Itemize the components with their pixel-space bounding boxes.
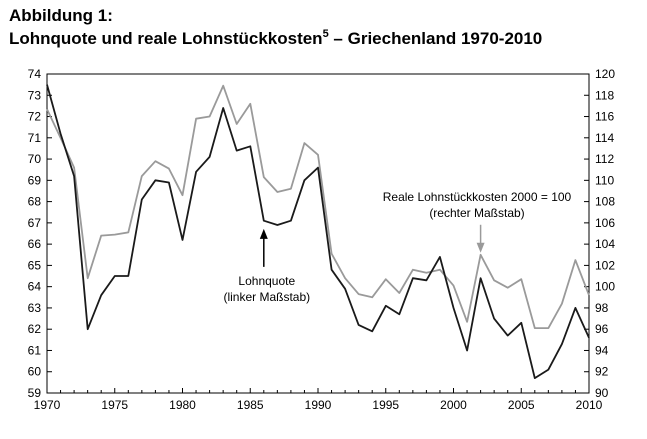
- left-axis-tick-label: 60: [28, 365, 42, 379]
- right-axis-tick-label: 108: [595, 195, 615, 209]
- annotation-arrow-lohnstueck-head: [476, 242, 485, 253]
- left-axis-tick-label: 62: [28, 322, 42, 336]
- annotation-arrow-lohnquote-head: [259, 228, 268, 239]
- left-axis-tick-label: 68: [28, 195, 42, 209]
- left-axis-tick-label: 74: [28, 67, 42, 81]
- left-axis-tick-label: 71: [28, 131, 42, 145]
- right-axis-tick-label: 120: [595, 67, 615, 81]
- right-axis-tick-label: 94: [595, 343, 609, 357]
- figure-label: Abbildung 1:: [9, 6, 113, 25]
- x-axis-tick-label: 2010: [576, 398, 603, 412]
- x-axis-tick-label: 1995: [372, 398, 399, 412]
- x-axis-tick-label: 1990: [305, 398, 332, 412]
- annotation-label-lohnstueck-line2: (rechter Maßstab): [429, 206, 524, 220]
- annotation-label-lohnstueck-line1: Reale Lohnstückkosten 2000 = 100: [383, 190, 572, 204]
- x-axis-tick-label: 1980: [169, 398, 196, 412]
- right-axis-tick-label: 90: [595, 386, 609, 400]
- annotation-label-lohnquote-line2: (linker Maßstab): [223, 290, 310, 304]
- left-axis-tick-label: 73: [28, 88, 42, 102]
- series-line-lohnquote: [46, 84, 590, 380]
- chart-title-tail: – Griechenland 1970-2010: [328, 29, 543, 48]
- right-axis-tick-label: 112: [595, 152, 614, 166]
- right-axis-tick-label: 104: [595, 237, 615, 251]
- left-axis-tick-label: 69: [28, 173, 42, 187]
- chart-title-main: Lohnquote und reale Lohnstückkosten: [9, 29, 323, 48]
- left-axis-tick-label: 65: [28, 258, 42, 272]
- x-axis-tick-label: 1970: [34, 398, 61, 412]
- x-axis-tick-label: 1975: [101, 398, 128, 412]
- right-axis-tick-label: 98: [595, 301, 609, 315]
- left-axis-tick-label: 61: [28, 343, 42, 357]
- left-axis-tick-label: 67: [28, 216, 42, 230]
- chart-title-footnote: 5: [322, 28, 329, 40]
- right-axis-tick-label: 102: [595, 258, 615, 272]
- left-axis-tick-label: 63: [28, 301, 42, 315]
- right-axis-tick-label: 92: [595, 365, 609, 379]
- left-axis-tick-label: 72: [28, 110, 42, 124]
- plot-frame: [46, 73, 590, 394]
- right-axis-tick-label: 110: [595, 173, 614, 187]
- left-axis-tick-label: 64: [28, 280, 42, 294]
- x-axis-tick-label: 1985: [237, 398, 264, 412]
- series-line-lohnstueckkosten: [46, 84, 590, 330]
- right-axis-tick-label: 96: [595, 322, 609, 336]
- annotation-label-lohnquote-line1: Lohnquote: [238, 274, 295, 288]
- x-axis-tick-label: 2005: [508, 398, 535, 412]
- right-axis-tick-label: 116: [595, 110, 614, 124]
- right-axis-tick-label: 106: [595, 216, 615, 230]
- right-axis-tick-label: 100: [595, 280, 615, 294]
- right-axis-tick-label: 118: [595, 88, 614, 102]
- x-axis-tick-label: 2000: [440, 398, 467, 412]
- left-axis-tick-label: 66: [28, 237, 42, 251]
- left-axis-tick-label: 59: [28, 386, 42, 400]
- right-axis-tick-label: 114: [595, 131, 614, 145]
- chart-title: Lohnquote und reale Lohnstückkosten5 – G…: [9, 28, 542, 49]
- left-axis-tick-label: 70: [28, 152, 42, 166]
